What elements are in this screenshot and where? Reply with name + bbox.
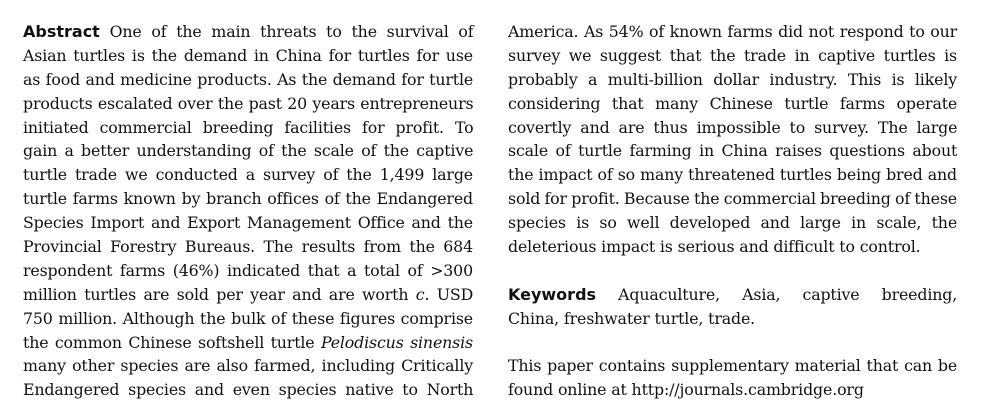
abstract-line-16: Endangered species and even species nati… [23, 380, 474, 400]
abstract-circa: c. [415, 284, 430, 304]
abstract-right-line-7: the impact of so many threatened turtles… [508, 165, 957, 185]
abstract-line-13: 750 million. Although the bulk of these … [23, 308, 473, 328]
abstract-right-line-3: probably a multi-billion dollar industry… [508, 69, 958, 89]
abstract-line-14: the common Chinese softshell turtle Pelo… [23, 331, 473, 355]
spacer [508, 331, 957, 355]
abstract-column-left: Abstract One of the main threats to the … [23, 20, 474, 402]
abstract-line-4: products escalated over the past 20 year… [23, 93, 474, 113]
abstract-heading: Abstract [23, 22, 100, 41]
abstract-column-right: America. As 54% of known farms did not r… [508, 20, 957, 402]
abstract-line-7: turtle trade we conducted a survey of th… [23, 165, 473, 185]
abstract-line-5: initiated commercial breeding facilities… [23, 117, 474, 137]
abstract-right-line-8: sold for profit. Because the commercial … [508, 189, 957, 209]
abstract-right-line-4: considering that many Chinese turtle far… [508, 93, 958, 113]
abstract-right-line-1: America. As 54% of known farms did not r… [508, 22, 958, 41]
abstract-line-15: many other species are also farmed, incl… [23, 356, 473, 376]
keywords-line-2: China, freshwater turtle, trade. [508, 308, 756, 328]
supplementary-line-2: found online at http://journals.cambridg… [508, 380, 864, 400]
abstract-line-9: Species Import and Export Management Off… [23, 213, 473, 233]
abstract-line-10: Provincial Forestry Bureaus. The results… [23, 237, 473, 257]
abstract-right-line-10: deleterious impact is serious and diffic… [508, 237, 921, 257]
abstract-text: One of the main threats to the survival … [109, 22, 474, 41]
abstract-line-8: turtle farms known by branch offices of … [23, 189, 473, 209]
spacer [508, 259, 957, 283]
abstract-line-12: million turtles are sold per year and ar… [23, 283, 473, 307]
supplementary-line-1: This paper contains supplementary materi… [508, 356, 958, 376]
keywords-line-1: Keywords Aquaculture, Asia, captive bree… [508, 283, 957, 307]
abstract-line-2: Asian turtles is the demand in China for… [23, 45, 473, 65]
abstract-right-line-9: species is so well developed and large i… [508, 213, 958, 233]
keywords-text: Aquaculture, Asia, captive breeding, [618, 284, 958, 304]
abstract-right-line-6: scale of turtle farming in China raises … [508, 141, 958, 161]
abstract-line-1: Abstract One of the main threats to the … [23, 20, 474, 44]
abstract-currency: USD [436, 284, 474, 304]
keywords-heading: Keywords [508, 284, 597, 304]
abstract-text: the common Chinese softshell turtle [23, 332, 315, 352]
abstract-right-line-5: covertly and are thus impossible to surv… [508, 117, 958, 137]
species-name: Pelodiscus sinensis [320, 332, 473, 352]
abstract-line-11: respondent farms (46%) indicated that a … [23, 260, 473, 280]
abstract-right-line-2: survey we suggest that the trade in capt… [508, 45, 957, 65]
abstract-text: million turtles are sold per year and ar… [23, 284, 409, 304]
abstract-line-3: as food and medicine products. As the de… [23, 69, 474, 89]
abstract-line-6: gain a better understanding of the scale… [23, 141, 474, 161]
